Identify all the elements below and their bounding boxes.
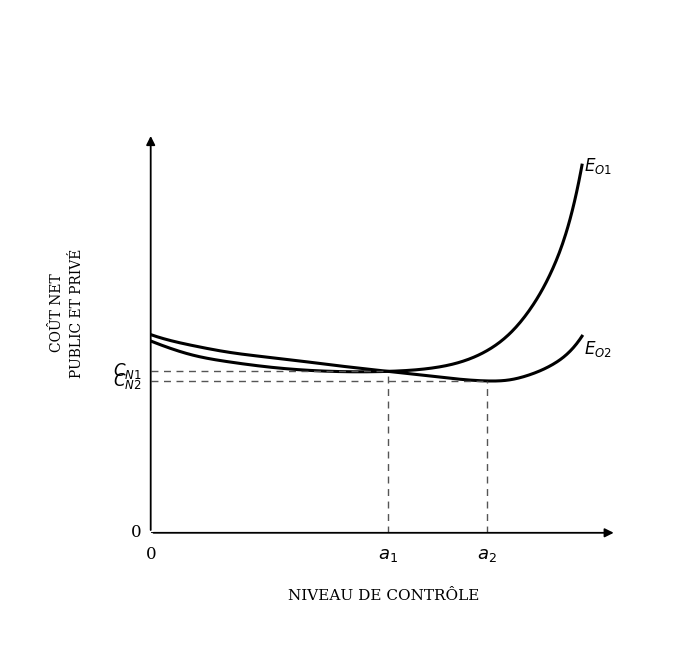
Text: 0: 0	[131, 524, 141, 541]
Text: $a_2$: $a_2$	[477, 545, 497, 563]
Text: $C_{N2}$: $C_{N2}$	[112, 371, 141, 391]
Text: $a_1$: $a_1$	[378, 545, 398, 563]
Text: $C_{N1}$: $C_{N1}$	[112, 362, 141, 382]
Text: 0: 0	[145, 545, 156, 563]
Text: $E_{O2}$: $E_{O2}$	[584, 339, 612, 359]
Text: $E_{O1}$: $E_{O1}$	[584, 157, 612, 176]
Text: COÛT NET
PUBLIC ET PRIVÉ: COÛT NET PUBLIC ET PRIVÉ	[49, 248, 84, 378]
Text: NIVEAU DE CONTRÔLE: NIVEAU DE CONTRÔLE	[288, 589, 480, 603]
